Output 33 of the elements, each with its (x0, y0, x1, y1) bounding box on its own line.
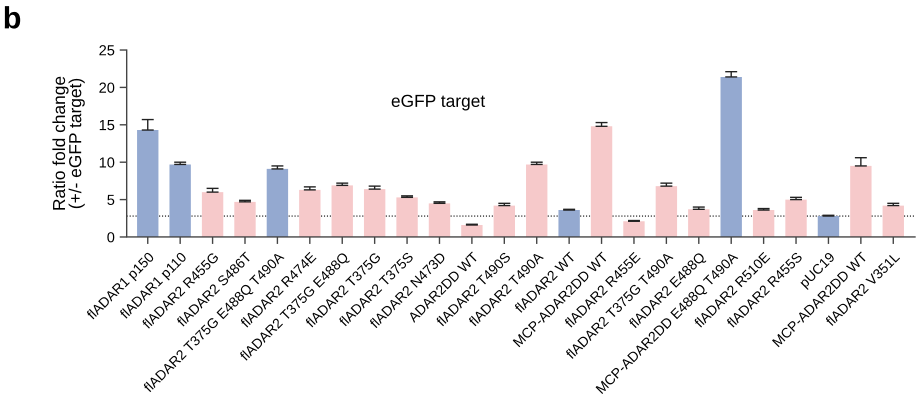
y-tick-label: 15 (100, 120, 114, 130)
y-tick-label: 5 (107, 194, 114, 206)
bar (752, 210, 774, 237)
bar (299, 190, 321, 237)
y-tick-label: 10 (100, 157, 114, 168)
bar (688, 209, 710, 237)
bar (882, 206, 904, 237)
bar (234, 202, 256, 237)
bar (818, 216, 840, 237)
bar (590, 126, 612, 237)
y-tick-label: 20 (99, 82, 114, 93)
annotation: eGFP target (392, 94, 486, 110)
bar (558, 210, 580, 237)
bar (202, 192, 224, 237)
y-tick-label: 25 (99, 45, 114, 56)
bar (364, 189, 386, 237)
bar (461, 225, 483, 237)
bar (396, 197, 418, 237)
bar (332, 185, 353, 237)
bar (785, 200, 807, 237)
bar (137, 130, 158, 237)
bar (656, 186, 678, 237)
bar (169, 164, 191, 237)
bar (266, 168, 288, 237)
chart-title: b (4, 6, 20, 29)
bar (428, 203, 450, 237)
bar (850, 166, 872, 237)
y-axis-title: Ratio fold change (+/- eGFP target) (52, 76, 85, 210)
bar (526, 164, 548, 237)
bar (720, 76, 742, 237)
y-tick-label: 0 (107, 232, 114, 242)
bar (494, 206, 516, 237)
bar (623, 221, 645, 237)
